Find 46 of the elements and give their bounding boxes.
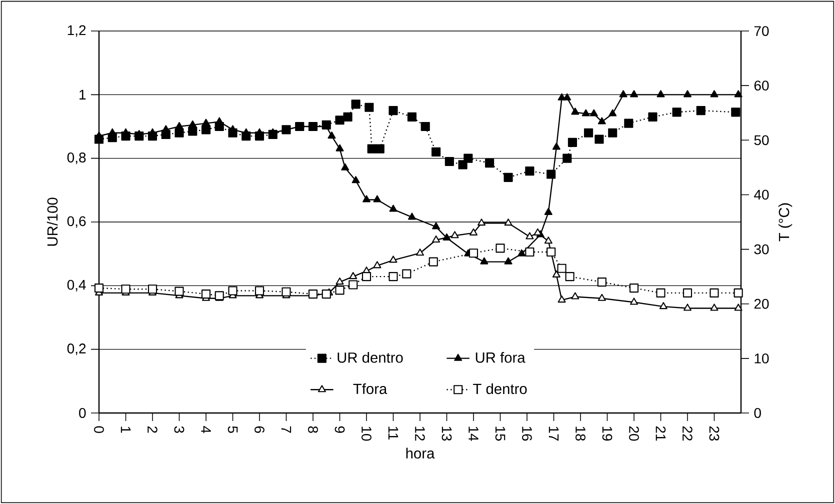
y2-tick-label: 20 [754, 298, 769, 309]
x-tick-label: 20 [629, 426, 639, 441]
y-tick-label: 1,2 [68, 25, 86, 37]
y2-tick-label: 10 [754, 353, 769, 364]
legend-label: T dentro [473, 383, 527, 394]
x-tick-label: 3 [174, 426, 184, 433]
x-tick-label: 5 [228, 426, 238, 433]
y-axis-title: UR/100 [46, 198, 58, 246]
x-tick-label: 23 [709, 426, 720, 441]
y-tick-label: 0,2 [67, 344, 86, 356]
y2-tick-label: 60 [754, 80, 769, 91]
y2-tick-label: 40 [754, 190, 769, 200]
x-tick-label: 1 [120, 426, 131, 433]
legend-label: Tfora [353, 383, 388, 394]
x-tick-label: 21 [656, 426, 666, 441]
x-tick-label: 13 [442, 426, 452, 441]
y-tick-label: 0,6 [67, 216, 86, 228]
x-tick-label: 0 [94, 426, 104, 433]
x-tick-label: 2 [148, 426, 158, 433]
x-tick-label: 9 [334, 426, 345, 433]
legend-label: UR dentro [338, 352, 403, 363]
x-tick-label: 12 [415, 426, 425, 441]
y2-axis-title: T (°C) [778, 203, 792, 242]
y2-tick-label: 50 [754, 135, 769, 146]
x-tick-label: 4 [201, 426, 211, 434]
x-tick-label: 11 [388, 426, 398, 440]
x-tick-label: 18 [576, 426, 586, 441]
x-tick-label: 16 [522, 426, 532, 441]
y2-tick-label: 0 [754, 408, 761, 418]
x-tick-label: 17 [548, 426, 559, 441]
x-tick-label: 7 [281, 426, 292, 433]
y2-tick-label: 70 [754, 26, 769, 36]
x-tick-label: 6 [254, 426, 264, 433]
y-tick-label: 0,8 [67, 152, 86, 164]
y-tick-label: 1 [80, 90, 86, 100]
y2-tick-label: 30 [754, 244, 769, 254]
x-tick-label: 8 [308, 426, 318, 433]
x-tick-label: 19 [602, 426, 612, 441]
x-tick-label: 14 [468, 426, 478, 441]
y-tick-label: 0,4 [67, 280, 86, 292]
x-axis-title: hora [406, 448, 435, 459]
y-tick-label: 0 [79, 408, 86, 418]
x-tick-label: 15 [495, 426, 506, 441]
x-tick-label: 10 [362, 426, 372, 441]
x-tick-label: 22 [682, 426, 692, 441]
legend-label: UR fora [476, 352, 526, 363]
